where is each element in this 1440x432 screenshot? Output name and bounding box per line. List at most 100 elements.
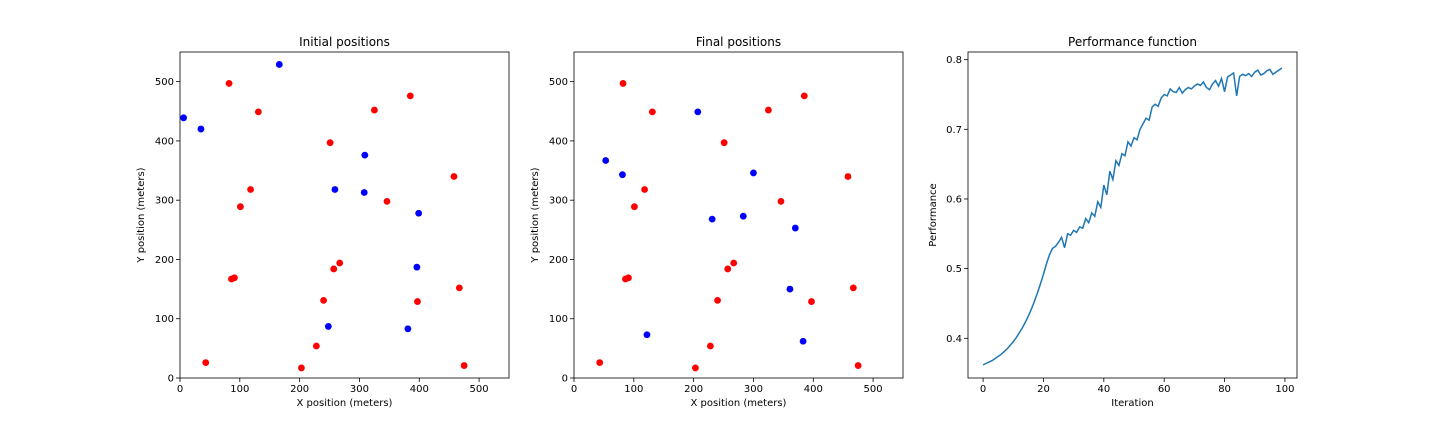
scatter-point (406, 92, 414, 100)
x-tick-label: 0 (571, 384, 577, 395)
scatter-series-0 (202, 80, 468, 372)
scatter-point (692, 364, 699, 372)
y-tick-label: 0.6 (946, 194, 962, 205)
scatter-point (808, 298, 815, 305)
scatter-point (791, 224, 799, 232)
scatter-point (254, 108, 262, 116)
y-tick-label: 0.4 (946, 334, 962, 345)
scatter-point (336, 259, 344, 267)
scatter-point (450, 173, 458, 180)
y-axis-label: Performance (928, 183, 939, 246)
scatter-point (643, 331, 651, 339)
y-tick-label: 0 (168, 374, 174, 385)
scatter-point (739, 212, 747, 220)
scatter-point (777, 197, 785, 205)
scatter-point (854, 362, 862, 369)
y-tick-label: 100 (549, 314, 568, 325)
scatter-point (371, 106, 378, 114)
x-tick-label: 100 (624, 384, 643, 395)
scatter-point (648, 108, 656, 116)
scatter-point (237, 203, 244, 211)
panel-final-positions: Final positions 0 100 200 300 400 500 0 100 200 30… (530, 35, 904, 409)
scatter-series-1 (602, 108, 807, 345)
scatter-point (844, 173, 852, 180)
scatter-point (202, 359, 210, 366)
scatter-point (730, 259, 738, 267)
scatter-point (298, 364, 305, 372)
scatter-point (602, 157, 610, 164)
y-tick-label: 0.5 (946, 264, 962, 275)
x-tick-label: 400 (410, 384, 429, 395)
panel-performance-function: Performance function 0 20 40 60 80 100 0.4 0.5 0.… (928, 35, 1298, 409)
scatter-point (413, 263, 421, 271)
scatter-point (247, 186, 254, 193)
x-axis-label: X position (meters) (297, 398, 393, 409)
scatter-point (799, 337, 807, 345)
scatter-point (320, 296, 327, 304)
y-tick-label: 200 (155, 255, 174, 266)
scatter-point (849, 284, 857, 292)
x-tick-label: 80 (1218, 384, 1231, 395)
x-tick-label: 400 (804, 384, 823, 395)
plot-frame (967, 51, 1298, 379)
x-axis-label: Iteration (1111, 398, 1153, 409)
scatter-point (800, 92, 808, 100)
scatter-point (460, 362, 468, 369)
y-tick-label: 400 (155, 136, 174, 147)
plot-frame (179, 51, 510, 379)
scatter-point (714, 296, 721, 304)
scatter-point (312, 342, 320, 350)
scatter-point (231, 274, 238, 282)
x-tick-label: 20 (1037, 384, 1050, 395)
scatter-series-1 (180, 61, 423, 333)
scatter-point (720, 139, 728, 147)
chart-title: Initial positions (299, 35, 390, 49)
scatter-series-0 (596, 80, 862, 372)
scatter-point (180, 114, 187, 122)
performance-line (982, 67, 1283, 366)
scatter-point (415, 209, 423, 217)
scatter-point (708, 215, 716, 223)
scatter-point (786, 285, 794, 293)
scatter-point (455, 284, 463, 292)
panel-initial-positions: Initial positions 0 100 200 300 400 500 0 100 200… (136, 35, 510, 409)
x-tick-label: 100 (230, 384, 249, 395)
scatter-point (724, 265, 732, 273)
scatter-point (706, 342, 714, 350)
x-tick-label: 0 (177, 384, 183, 395)
scatter-point (383, 197, 391, 205)
scatter-point (619, 80, 627, 87)
scatter-point (619, 171, 626, 179)
plot-frame (573, 51, 904, 379)
scatter-point (326, 139, 334, 147)
x-tick-label: 200 (290, 384, 309, 395)
y-tick-label: 0.8 (946, 55, 962, 66)
scatter-point (331, 186, 339, 193)
y-tick-label: 300 (549, 196, 568, 207)
y-axis-label: Y position (meters) (136, 167, 147, 263)
y-tick-label: 0 (562, 374, 568, 385)
scatter-point (596, 359, 604, 366)
scatter-point (414, 298, 421, 305)
x-axis-label: X position (meters) (691, 398, 787, 409)
x-tick-label: 300 (744, 384, 763, 395)
scatter-point (330, 265, 338, 273)
scatter-point (197, 125, 205, 133)
y-tick-label: 500 (549, 77, 568, 88)
scatter-point (631, 203, 638, 211)
x-tick-label: 500 (470, 384, 489, 395)
x-tick-label: 60 (1158, 384, 1171, 395)
scatter-point (361, 151, 369, 159)
x-tick-label: 0 (980, 384, 986, 395)
y-axis-label: Y position (meters) (530, 167, 541, 263)
scatter-point (324, 323, 332, 330)
x-tick-label: 300 (350, 384, 369, 395)
scatter-point (765, 106, 772, 114)
y-tick-label: 0.7 (946, 125, 962, 136)
y-tick-label: 100 (155, 314, 174, 325)
x-tick-label: 200 (684, 384, 703, 395)
scatter-point (625, 274, 632, 282)
x-tick-label: 100 (1275, 384, 1294, 395)
chart-title: Performance function (1068, 35, 1197, 49)
y-tick-label: 200 (549, 255, 568, 266)
